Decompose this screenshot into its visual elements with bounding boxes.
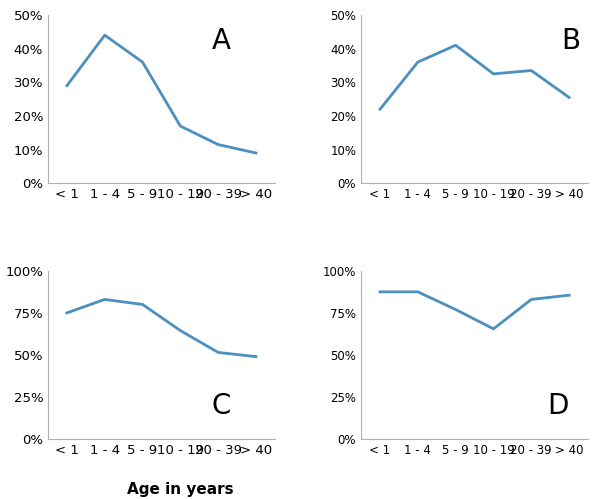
Text: A: A bbox=[211, 27, 230, 55]
Text: D: D bbox=[547, 392, 569, 420]
Text: Age in years: Age in years bbox=[127, 482, 233, 497]
Text: C: C bbox=[211, 392, 231, 420]
Text: B: B bbox=[561, 27, 580, 55]
